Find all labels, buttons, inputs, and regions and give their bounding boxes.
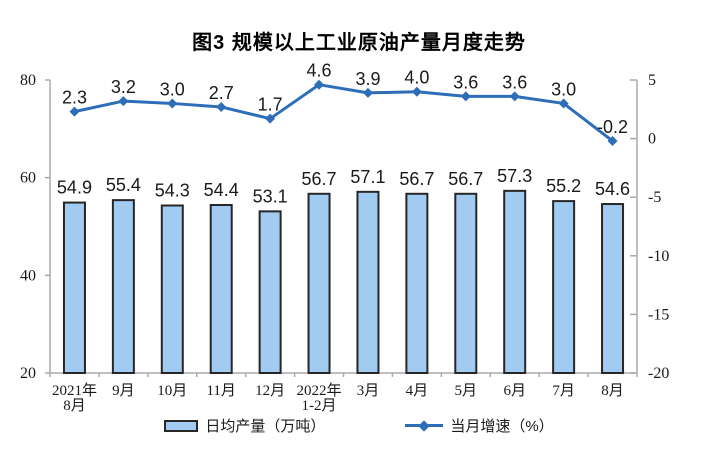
bar (552, 200, 576, 374)
line-value-label: 2.7 (209, 83, 234, 103)
legend-item-bar: 日均产量（万吨） (164, 415, 325, 436)
legend-item-line: 当月增速（%） (405, 415, 554, 436)
right-axis-tick-label: -5 (648, 189, 661, 206)
line-marker-icon (362, 87, 373, 98)
bar (62, 201, 86, 374)
bar (258, 210, 282, 374)
bar-value-label: 56.7 (302, 169, 337, 189)
right-axis-tick-label: -20 (648, 365, 669, 382)
legend-line-label: 当月增速（%） (450, 418, 554, 435)
bar (356, 190, 380, 374)
bar-value-label: 57.3 (497, 166, 532, 186)
chart-plot-area: 80 60 40 20 5 0 -5 -10 -15 -20 54.9 55.4 54.3 54.4 53.… (20, 61, 669, 412)
x-category-label: 9月 (112, 383, 135, 399)
x-category-label: 10月 (157, 383, 187, 399)
x-category-label: 7月 (552, 383, 575, 399)
line-marker-icon (460, 91, 471, 102)
bar-value-label: 57.1 (350, 167, 385, 187)
line-value-label: -0.2 (597, 117, 628, 137)
line-marker-icon (69, 106, 80, 117)
growth-line (74, 83, 614, 143)
line-marker-icon (607, 135, 618, 146)
bar (209, 204, 233, 374)
x-category-label: 1-2月 (302, 398, 337, 412)
bar-series-swatch-icon (164, 419, 199, 432)
line-marker-icon (216, 101, 227, 112)
left-axis-tick-label: 40 (20, 267, 36, 284)
bar (405, 192, 429, 374)
line-marker-icon (314, 79, 325, 90)
bar (307, 192, 331, 374)
right-axis-tick-label: -15 (648, 306, 669, 323)
right-axis-tick-label: 5 (648, 72, 656, 89)
bar (160, 204, 184, 374)
bar (111, 199, 135, 374)
left-axis-tick-label: 60 (20, 170, 36, 187)
line-marker-icon (118, 96, 129, 107)
line-value-label: 1.7 (258, 95, 283, 115)
bar-value-label: 54.4 (204, 180, 239, 200)
legend-bar-label: 日均产量（万吨） (205, 418, 326, 435)
line-value-label: 3.6 (502, 72, 527, 92)
x-category-label: 11月 (206, 383, 235, 399)
line-value-label: 4.6 (307, 61, 332, 81)
right-axis-tick-label: -10 (648, 248, 669, 265)
bar-value-label: 53.1 (253, 186, 288, 206)
x-category-label: 8月 (601, 383, 624, 399)
line-value-label: 3.0 (160, 79, 185, 99)
x-category-label: 2022年 (297, 382, 342, 399)
x-category-label: 5月 (455, 383, 478, 399)
bar-value-label: 56.7 (399, 169, 434, 189)
line-series-swatch-icon (405, 419, 444, 432)
bar (454, 192, 478, 374)
x-category-label: 8月 (63, 398, 86, 412)
line-value-label: 3.9 (355, 69, 380, 89)
line-value-label: 4.0 (404, 68, 429, 88)
right-axis-tick-label: 0 (648, 131, 656, 148)
left-axis-tick-label: 20 (20, 365, 36, 382)
chart-title: 图3 规模以上工业原油产量月度走势 (192, 32, 526, 54)
line-value-label: 3.0 (551, 79, 576, 99)
bar-value-label: 55.2 (546, 176, 581, 196)
line-marker-icon (167, 98, 178, 109)
line-value-label: 2.3 (62, 88, 87, 108)
bar (503, 189, 527, 374)
bar-value-label: 54.9 (57, 178, 92, 198)
x-category-label: 4月 (406, 383, 429, 399)
x-category-label: 2021年 (52, 382, 97, 399)
bar-value-label: 56.7 (448, 169, 483, 189)
x-category-label: 3月 (357, 383, 380, 399)
left-axis-tick-label: 80 (20, 72, 36, 89)
x-category-label: 6月 (503, 383, 526, 399)
chart-legend: 日均产量（万吨） 当月增速（%） (0, 415, 718, 436)
diamond-marker-icon (418, 419, 430, 432)
bar-value-label: 54.3 (155, 181, 190, 201)
bar-value-label: 55.4 (106, 175, 141, 195)
line-marker-icon (411, 86, 422, 97)
bar (601, 203, 625, 374)
line-value-label: 3.2 (111, 77, 136, 97)
line-marker-icon (265, 113, 276, 124)
x-category-label: 12月 (255, 383, 285, 399)
line-value-label: 3.6 (453, 72, 478, 92)
line-marker-icon (558, 98, 569, 109)
line-marker-icon (509, 91, 520, 102)
bar-value-label: 54.6 (595, 179, 630, 199)
